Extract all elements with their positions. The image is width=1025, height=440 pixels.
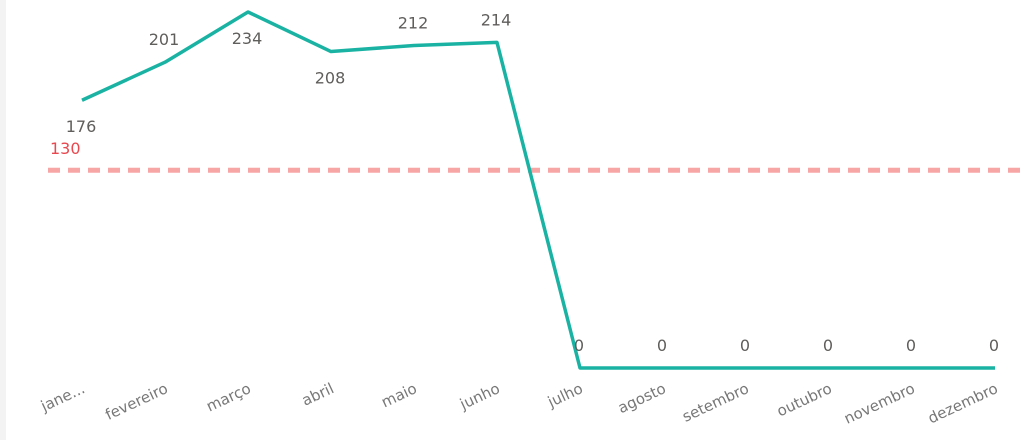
x-tick-label: fevereiro — [102, 379, 170, 424]
data-label: 0 — [657, 336, 667, 355]
x-tick-label: outubro — [774, 379, 835, 420]
x-tick-label: abril — [299, 379, 337, 409]
x-tick-label: jane... — [37, 379, 88, 415]
reference-label: 130 — [50, 139, 81, 158]
data-label: 201 — [149, 30, 180, 49]
x-tick-label: junho — [456, 379, 502, 413]
panel-edge — [0, 0, 6, 440]
data-label: 212 — [398, 13, 429, 32]
data-label: 0 — [989, 336, 999, 355]
x-tick-label: agosto — [615, 379, 669, 417]
data-label: 234 — [232, 29, 263, 48]
line — [81, 10, 995, 370]
data-label: 0 — [740, 336, 750, 355]
data-label: 176 — [66, 117, 97, 136]
data-label: 214 — [481, 10, 512, 29]
x-tick-label: novembro — [841, 379, 917, 427]
data-label: 0 — [574, 336, 584, 355]
x-tick-label: maio — [378, 379, 419, 411]
x-tick-label: julho — [544, 379, 586, 411]
x-tick-label: setembro — [679, 379, 751, 425]
data-label: 0 — [823, 336, 833, 355]
x-tick-label: março — [203, 379, 253, 415]
data-label: 208 — [315, 69, 346, 88]
x-tick-label: dezembro — [925, 379, 1001, 427]
data-label: 0 — [906, 336, 916, 355]
